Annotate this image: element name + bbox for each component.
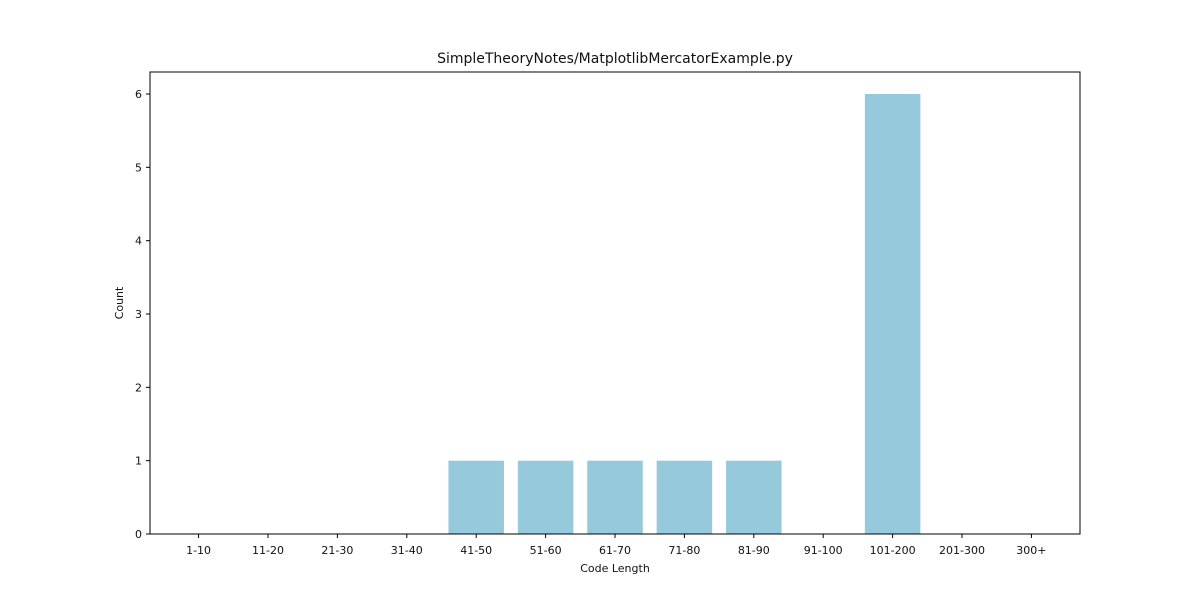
x-tick-label: 81-90 xyxy=(738,544,770,557)
x-tick-label: 61-70 xyxy=(599,544,631,557)
y-tick-label: 0 xyxy=(135,528,142,541)
bar-51-60 xyxy=(517,460,574,534)
x-tick-label: 41-50 xyxy=(460,544,492,557)
x-tick-label: 21-30 xyxy=(321,544,353,557)
x-tick-label: 101-200 xyxy=(870,544,916,557)
x-axis-ticks: 1-10 11-20 21-30 31-40 41-50 51-60 61-70 71-80 8… xyxy=(186,534,1047,557)
x-tick-label: 71-80 xyxy=(668,544,700,557)
chart-title: SimpleTheoryNotes/MatplotlibMercatorExam… xyxy=(437,51,793,67)
y-tick-label: 6 xyxy=(135,88,142,101)
y-tick-label: 5 xyxy=(135,161,142,174)
bar-41-50 xyxy=(448,460,504,534)
x-tick-label: 300+ xyxy=(1016,544,1046,557)
y-axis-label: Count xyxy=(113,286,126,319)
x-tick-label: 51-60 xyxy=(530,544,562,557)
x-tick-label: 91-100 xyxy=(804,544,843,557)
x-tick-label: 11-20 xyxy=(252,544,284,557)
y-tick-label: 3 xyxy=(135,308,142,321)
x-tick-label: 31-40 xyxy=(391,544,423,557)
x-tick-label: 1-10 xyxy=(186,544,211,557)
y-tick-label: 4 xyxy=(135,235,142,248)
x-tick-label: 201-300 xyxy=(939,544,985,557)
bar-101-200 xyxy=(864,94,921,534)
bar-61-70 xyxy=(587,460,643,534)
y-tick-label: 2 xyxy=(135,381,142,394)
y-tick-label: 1 xyxy=(135,455,142,468)
bar-71-80 xyxy=(656,460,713,534)
x-axis-label: Code Length xyxy=(580,562,650,575)
bar-81-90 xyxy=(726,460,782,534)
y-axis-ticks: 0 1 2 3 4 5 6 xyxy=(135,88,150,541)
bars-group xyxy=(448,94,921,534)
